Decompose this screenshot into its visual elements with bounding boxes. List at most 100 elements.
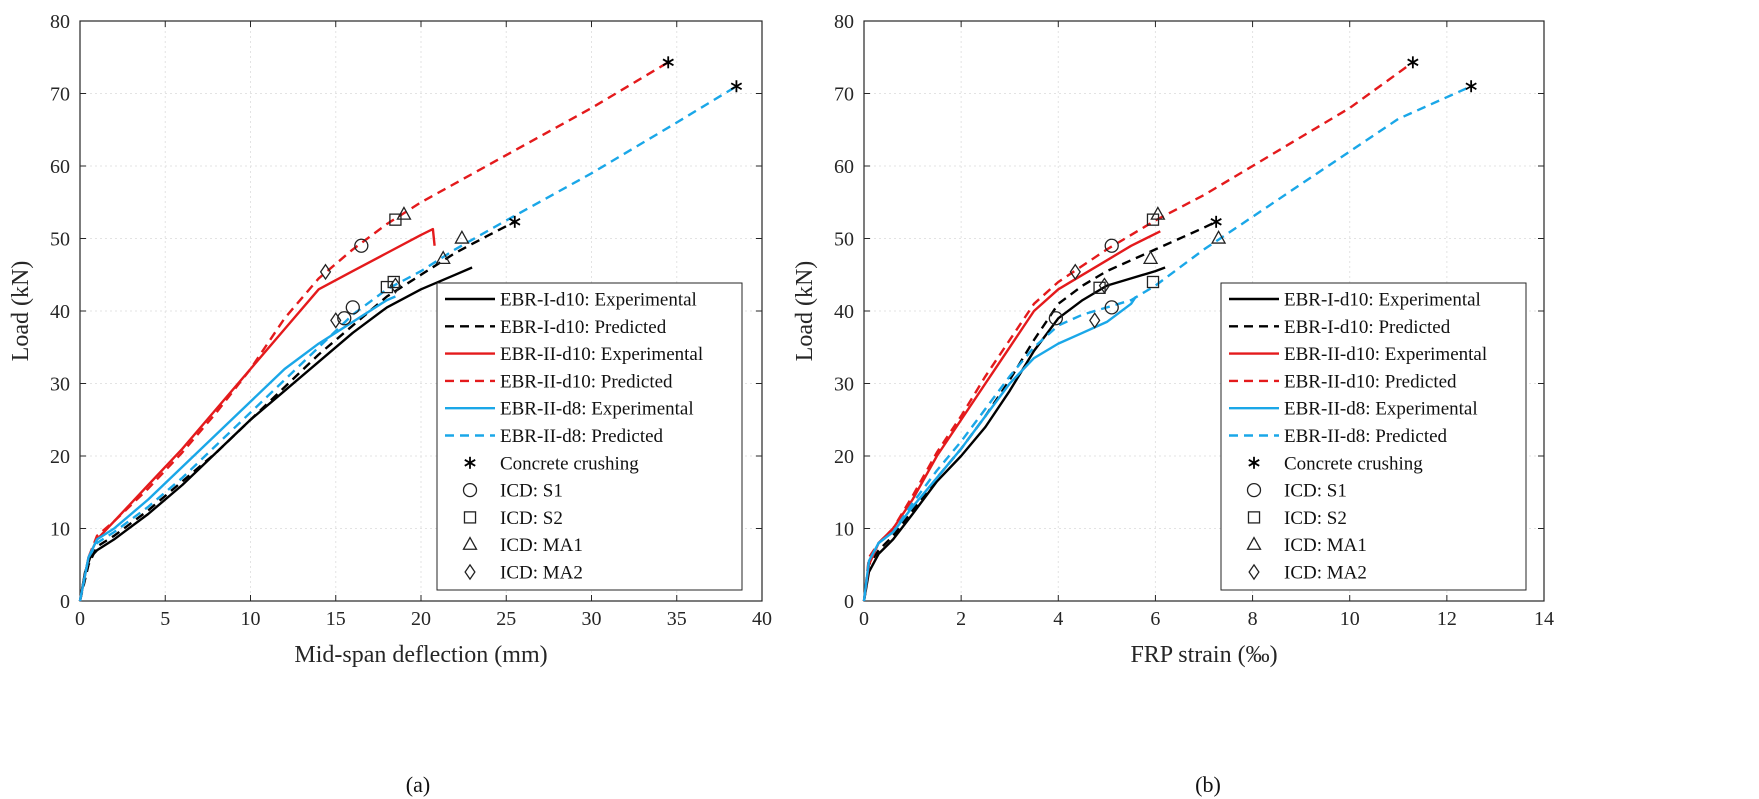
y-tick-label: 0	[60, 591, 70, 613]
legend-item: Concrete crushing	[464, 453, 639, 474]
legend-label: EBR-I-d10: Experimental	[500, 290, 697, 311]
legend-item: EBR-II-d10: Predicted	[1229, 371, 1457, 392]
x-tick-label: 40	[752, 608, 772, 630]
marker-triangle	[1150, 206, 1166, 220]
legend-item: ICD: S2	[463, 508, 563, 529]
marker-diamond	[319, 263, 332, 281]
panel-label: (a)	[406, 772, 430, 797]
x-tick-label: 25	[496, 608, 516, 630]
marker-square	[1146, 275, 1160, 289]
legend-label: EBR-I-d10: Predicted	[500, 317, 667, 338]
series-line-ebr-ii-d8-predicted	[78, 85, 738, 602]
marker-circle	[1048, 311, 1064, 326]
legend-label: Concrete crushing	[500, 453, 639, 474]
x-tick-label: 12	[1437, 608, 1457, 630]
marker-circle	[345, 300, 360, 315]
x-tick-label: 8	[1248, 608, 1258, 630]
marker-asterisk	[1210, 215, 1222, 228]
legend-item: EBR-I-d10: Experimental	[1229, 290, 1481, 311]
legend: EBR-I-d10: Experimental EBR-I-d10: Predic…	[436, 282, 743, 591]
series-line-ebr-ii-d8-experimental	[78, 295, 396, 602]
y-tick-label: 60	[834, 156, 854, 178]
y-axis-label: Load (kN)	[8, 261, 34, 362]
legend-marker-square	[1247, 511, 1261, 524]
x-tick-label: 20	[411, 608, 431, 630]
x-axis-label: Mid-span deflection (mm)	[294, 642, 547, 668]
legend: EBR-I-d10: Experimental EBR-I-d10: Predic…	[1220, 282, 1527, 591]
y-tick-label: 70	[834, 84, 854, 106]
legend-item: ICD: S2	[1247, 508, 1347, 529]
x-tick-label: 6	[1150, 608, 1160, 630]
panel-label: (b)	[1195, 772, 1221, 797]
y-tick-label: 50	[50, 229, 70, 251]
y-tick-label: 0	[844, 591, 854, 613]
legend-label: Concrete crushing	[1284, 453, 1423, 474]
y-tick-label: 40	[834, 301, 854, 323]
marker-triangle	[396, 206, 412, 220]
legend-label: EBR-II-d8: Predicted	[500, 426, 664, 447]
marker-triangle	[454, 230, 470, 244]
y-axis-label: Load (kN)	[792, 261, 818, 362]
legend-label: ICD: S2	[1284, 508, 1347, 529]
marker-triangle	[1142, 250, 1159, 265]
marker-diamond	[330, 312, 342, 329]
legend-marker-diamond	[1248, 563, 1260, 581]
marker-diamond	[1089, 312, 1101, 329]
series-line-ebr-ii-d8-experimental	[862, 295, 1137, 602]
legend-marker-circle	[462, 482, 478, 498]
legend-item: ICD: MA2	[1248, 563, 1367, 584]
marker-circle	[337, 311, 352, 326]
series-line-ebr-ii-d10-experimental	[78, 227, 436, 602]
x-tick-label: 0	[75, 608, 85, 630]
y-tick-label: 30	[50, 374, 70, 396]
chart-panel-a: 0 5 10 15 20 25 30 35 40 0 10 20 30 40 50 60 70 80 Mid-spa…	[8, 11, 772, 797]
x-tick-label: 14	[1534, 608, 1554, 630]
y-tick-label: 20	[834, 446, 854, 468]
legend-item: ICD: MA1	[1246, 535, 1367, 556]
legend-label: ICD: MA1	[1284, 535, 1367, 556]
x-axis-label: FRP strain (‰)	[1130, 642, 1277, 668]
series-line-ebr-i-d10-predicted	[862, 220, 1217, 602]
y-tick-label: 10	[50, 519, 70, 541]
y-tick-label: 70	[50, 84, 70, 106]
marker-triangle	[1210, 230, 1227, 244]
marker-asterisk	[730, 80, 743, 93]
legend-box	[1220, 282, 1527, 591]
legend-label: EBR-II-d10: Experimental	[500, 344, 703, 365]
legend-label: EBR-II-d10: Predicted	[1284, 371, 1457, 392]
x-tick-label: 2	[956, 608, 966, 630]
legend-marker-triangle	[1246, 536, 1262, 550]
legend-label: EBR-II-d10: Experimental	[1284, 344, 1487, 365]
marker-asterisk	[662, 56, 674, 69]
x-tick-label: 15	[326, 608, 346, 630]
legend-label: ICD: MA2	[500, 563, 583, 584]
legend-label: ICD: MA2	[1284, 563, 1367, 584]
x-tick-label: 0	[859, 608, 869, 630]
y-tick-label: 60	[50, 156, 70, 178]
marker-diamond	[1098, 277, 1111, 294]
legend-item: EBR-I-d10: Experimental	[445, 290, 697, 311]
marker-square	[380, 280, 394, 294]
legend-item: ICD: S1	[462, 481, 563, 502]
y-tick-label: 30	[834, 374, 854, 396]
legend-label: EBR-II-d8: Predicted	[1284, 426, 1448, 447]
legend-label: EBR-I-d10: Experimental	[1284, 290, 1481, 311]
legend-item: Concrete crushing	[1248, 453, 1423, 474]
legend-item: EBR-II-d10: Experimental	[445, 344, 703, 365]
legend-label: EBR-II-d8: Experimental	[1284, 399, 1478, 420]
marker-circle	[1104, 300, 1119, 315]
legend-item: ICD: MA1	[462, 535, 583, 556]
series-line-ebr-i-d10-experimental	[78, 266, 473, 602]
marker-asterisk	[1407, 56, 1419, 69]
marker-asterisk	[509, 215, 521, 228]
legend-marker-triangle	[462, 536, 478, 550]
legend-item: EBR-II-d8: Predicted	[1229, 426, 1448, 447]
legend-label: ICD: S1	[500, 481, 563, 502]
legend-item: EBR-II-d8: Predicted	[445, 426, 664, 447]
legend-marker-asterisk	[1248, 456, 1260, 469]
x-tick-label: 35	[667, 608, 687, 630]
x-tick-label: 5	[160, 608, 170, 630]
x-tick-label: 10	[1340, 608, 1360, 630]
legend-item: ICD: S1	[1246, 481, 1347, 502]
series-line-ebr-i-d10-experimental	[862, 266, 1166, 602]
